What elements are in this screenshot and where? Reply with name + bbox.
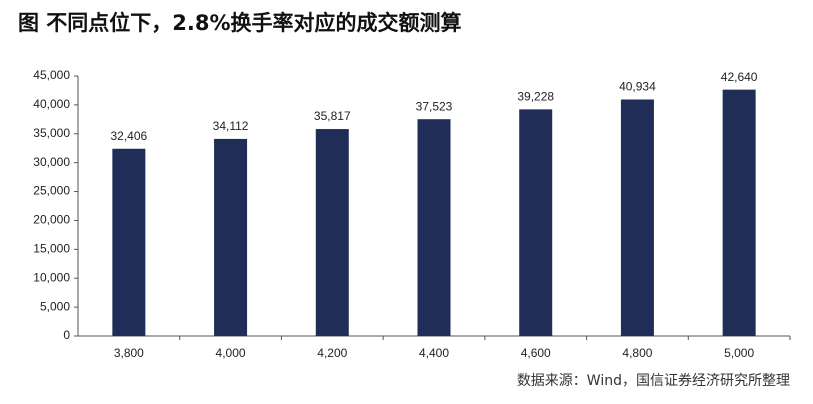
y-tick-label: 40,000 (33, 97, 70, 111)
x-tick-label: 4,800 (622, 346, 652, 360)
bar (112, 148, 146, 336)
bar (519, 109, 553, 336)
data-label: 35,817 (314, 109, 351, 123)
y-tick-label: 0 (63, 328, 70, 342)
x-tick-label: 4,000 (216, 346, 246, 360)
y-tick-label: 5,000 (40, 299, 70, 313)
data-label: 42,640 (721, 70, 758, 84)
bar (214, 138, 248, 336)
x-tick-label: 4,200 (317, 346, 347, 360)
y-tick-label: 20,000 (33, 213, 70, 227)
y-tick-label: 30,000 (33, 155, 70, 169)
y-tick-label: 10,000 (33, 270, 70, 284)
y-tick-label: 35,000 (33, 126, 70, 140)
y-tick-label: 15,000 (33, 242, 70, 256)
data-label: 40,934 (619, 80, 656, 94)
y-tick-label: 25,000 (33, 184, 70, 198)
x-tick-label: 4,600 (521, 346, 551, 360)
bar (417, 119, 451, 337)
bar (315, 129, 349, 336)
x-tick-label: 4,400 (419, 346, 449, 360)
x-tick-label: 3,800 (114, 346, 144, 360)
bar (722, 89, 756, 336)
chart-title: 图 不同点位下，2.8%换手率对应的成交额测算 (18, 11, 462, 35)
x-tick-label: 5,000 (724, 346, 754, 360)
data-label: 39,228 (517, 90, 554, 104)
y-tick-label: 45,000 (33, 68, 70, 82)
source-note: 数据来源：Wind，国信证券经济研究所整理 (517, 373, 790, 389)
data-label: 32,406 (111, 129, 148, 143)
data-label: 37,523 (416, 99, 453, 113)
data-label: 34,112 (213, 119, 249, 133)
bar (620, 99, 654, 336)
